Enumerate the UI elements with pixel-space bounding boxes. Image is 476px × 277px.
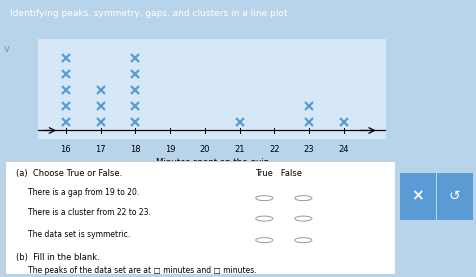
Text: ▷: ▷ <box>371 121 381 134</box>
FancyBboxPatch shape <box>437 173 473 220</box>
Text: ↺: ↺ <box>449 189 461 203</box>
X-axis label: Minutes spent on the quiz: Minutes spent on the quiz <box>156 158 268 167</box>
Text: There is a cluster from 22 to 23.: There is a cluster from 22 to 23. <box>28 208 151 217</box>
Text: The peaks of the data set are at □ minutes and □ minutes.: The peaks of the data set are at □ minut… <box>28 266 257 275</box>
Text: ×: × <box>412 188 424 203</box>
Text: Identifying peaks, symmetry, gaps, and clusters in a line plot: Identifying peaks, symmetry, gaps, and c… <box>10 9 287 18</box>
Text: v: v <box>4 44 10 54</box>
Text: (a)  Choose True or False.: (a) Choose True or False. <box>17 169 123 178</box>
Text: True   False: True False <box>255 169 302 178</box>
Text: The data set is symmetric.: The data set is symmetric. <box>28 230 130 239</box>
FancyBboxPatch shape <box>5 161 395 274</box>
FancyBboxPatch shape <box>400 173 436 220</box>
Text: There is a gap from 19 to 20.: There is a gap from 19 to 20. <box>28 188 139 197</box>
Text: (b)  Fill in the blank.: (b) Fill in the blank. <box>17 253 100 262</box>
